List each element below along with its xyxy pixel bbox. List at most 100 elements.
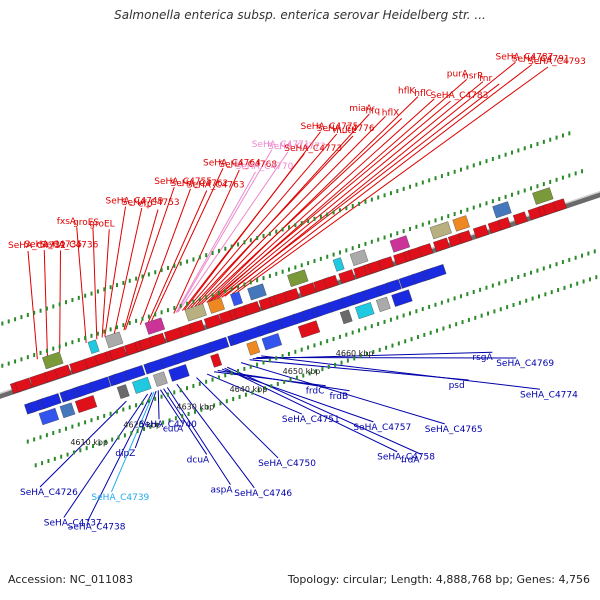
scale-dot	[249, 280, 252, 285]
gene-label: miaA	[349, 104, 373, 114]
connector-line	[123, 209, 159, 331]
scale-dot	[58, 302, 61, 307]
gene-label: psd	[449, 381, 465, 391]
connector-line	[43, 250, 48, 356]
scale-dot	[300, 347, 303, 352]
scale-dot	[96, 416, 99, 421]
gene-label: SeHA_C4773	[284, 144, 342, 154]
scale-dot	[542, 139, 545, 144]
scale-dot	[338, 334, 341, 339]
scale-dot	[225, 399, 228, 404]
gene-block	[424, 264, 447, 281]
gene-block	[208, 336, 230, 353]
scale-dot	[518, 300, 521, 305]
scale-dot	[377, 322, 380, 327]
gene-block	[332, 257, 345, 272]
scale-dot	[383, 193, 386, 198]
gene-label: SeHA_C4770	[236, 162, 294, 172]
scale-dot	[531, 296, 534, 301]
connector-line	[39, 400, 127, 488]
scale-dot	[294, 223, 297, 228]
scale-dot	[117, 435, 120, 440]
scale-dot	[205, 295, 208, 300]
gene-label: SeHA_C4750	[258, 459, 316, 469]
accession-text: Accession: NC_011083	[8, 573, 134, 586]
scale-dot	[537, 294, 540, 299]
scale-dot	[26, 355, 29, 360]
scale-dot	[256, 236, 259, 241]
scale-dot	[211, 377, 214, 382]
scale-dot	[530, 186, 533, 191]
scale-dot	[90, 291, 93, 296]
scale-dot	[391, 343, 394, 348]
gene-block	[338, 269, 356, 284]
scale-dot	[268, 273, 271, 278]
scale-dot	[346, 358, 349, 363]
scale-dot	[479, 287, 482, 292]
scale-dot	[557, 288, 560, 293]
scale-dot	[237, 242, 240, 247]
connector-lines-bottom	[39, 351, 541, 522]
scale-dot	[109, 327, 112, 332]
gene-label: SeHA_C4774	[520, 390, 578, 400]
scale-dot	[14, 317, 17, 322]
connector-line	[175, 171, 256, 314]
scale-dot	[510, 150, 513, 155]
scale-dot	[472, 289, 475, 294]
gene-block	[498, 217, 512, 231]
scale-dot	[447, 214, 450, 219]
scale-dot	[353, 356, 356, 361]
scale-dot	[434, 218, 437, 223]
connector-line	[196, 377, 279, 459]
scale-dot	[230, 286, 233, 291]
scale-dot	[313, 343, 316, 348]
scale-dot	[1, 321, 4, 326]
connector-line	[217, 81, 484, 300]
scale-dot	[377, 237, 380, 242]
connector-line	[213, 78, 468, 301]
gene-block	[124, 365, 146, 381]
scale-dot	[179, 261, 182, 266]
scale-dot	[326, 339, 329, 344]
scale-dot	[192, 257, 195, 262]
scale-dot	[421, 222, 424, 227]
scale-dot	[52, 346, 55, 351]
gene-label: nsrR	[463, 72, 483, 82]
gene-block	[38, 407, 60, 426]
gene-label: SeHA_C4793	[528, 57, 586, 67]
scale-dot	[428, 220, 431, 225]
scale-dot	[302, 373, 305, 378]
scale-dot	[77, 422, 80, 427]
connector-line	[256, 356, 517, 359]
scale-dot	[168, 418, 171, 423]
gene-label: SeHA_C4787	[496, 52, 554, 62]
gene-block	[452, 215, 470, 232]
gene-label: hfq	[366, 106, 381, 116]
scale-dot	[523, 272, 526, 277]
connector-line	[76, 227, 87, 343]
scale-dot	[555, 135, 558, 140]
connector-line	[206, 373, 303, 415]
connector-line	[157, 390, 160, 420]
scale-dot	[582, 279, 585, 284]
scale-dot	[147, 272, 150, 277]
gene-label: SeHA_C4765	[425, 425, 483, 435]
scale-dot	[160, 268, 163, 273]
scale-dot	[283, 379, 286, 384]
scale-dot	[173, 263, 176, 268]
scale-dot	[109, 411, 112, 416]
gene-label: aspA	[210, 486, 233, 496]
scale-dot	[389, 233, 392, 238]
scale-dot	[135, 403, 138, 408]
gene-label: SeHA_C4772	[268, 142, 326, 152]
gene-label: purA	[447, 69, 469, 79]
scale-dot	[45, 348, 48, 353]
scale-dot	[415, 224, 418, 229]
scale-dot	[47, 458, 50, 463]
scale-dot	[332, 336, 335, 341]
scale-dot	[313, 259, 316, 264]
scale-dot	[14, 359, 17, 364]
scale-dot	[536, 142, 539, 147]
scale-dot	[249, 364, 252, 369]
